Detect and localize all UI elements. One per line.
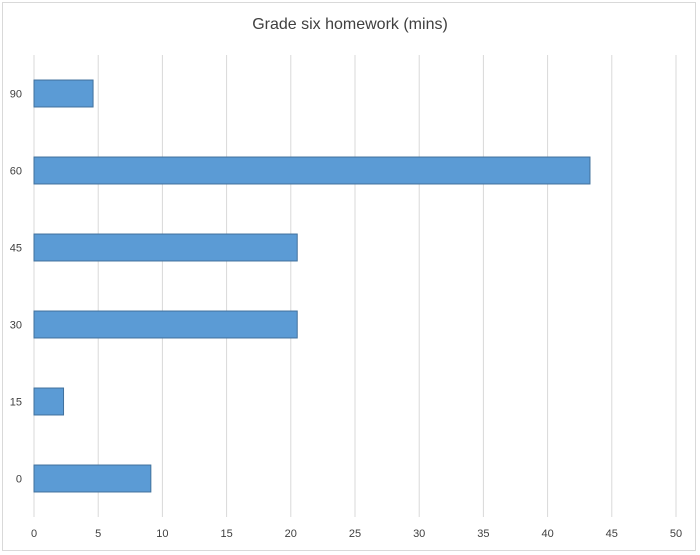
x-tick-label: 0 xyxy=(31,528,37,540)
x-tick-label: 10 xyxy=(156,528,168,540)
x-tick-label: 5 xyxy=(95,528,101,540)
chart-title: Grade six homework (mins) xyxy=(252,16,448,33)
x-tick-label: 45 xyxy=(606,528,618,540)
y-tick-label: 0 xyxy=(16,474,22,486)
y-tick-label: 60 xyxy=(10,166,22,178)
bar xyxy=(33,79,94,108)
bar xyxy=(33,233,298,262)
y-axis-ticks: 0 15 30 45 60 90 xyxy=(10,89,22,486)
y-tick-label: 15 xyxy=(10,397,22,409)
y-tick-label: 30 xyxy=(10,320,22,332)
bar xyxy=(33,156,591,185)
bars xyxy=(33,79,591,493)
x-tick-label: 25 xyxy=(349,528,361,540)
x-tick-label: 15 xyxy=(220,528,232,540)
x-tick-label: 50 xyxy=(670,528,682,540)
x-tick-label: 40 xyxy=(541,528,553,540)
bar xyxy=(33,387,65,416)
gridlines xyxy=(33,55,677,517)
x-tick-label: 30 xyxy=(413,528,425,540)
x-axis-ticks: 0 5 10 15 20 25 30 35 40 45 50 xyxy=(31,528,682,540)
y-tick-label: 45 xyxy=(10,243,22,255)
bar xyxy=(33,310,298,339)
x-tick-label: 20 xyxy=(285,528,297,540)
x-tick-label: 35 xyxy=(477,528,489,540)
y-tick-label: 90 xyxy=(10,89,22,101)
bar xyxy=(33,464,152,493)
